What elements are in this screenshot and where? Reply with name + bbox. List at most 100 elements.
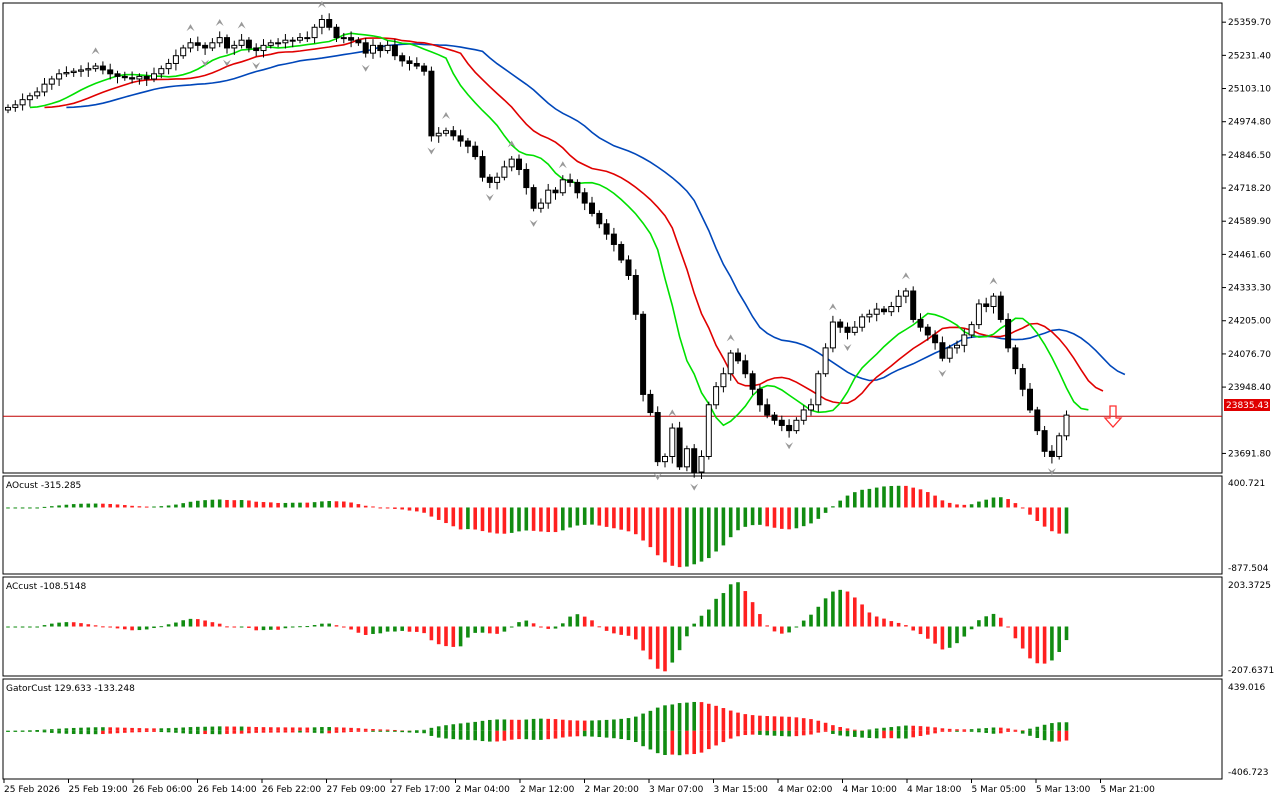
gator-histogram-pane[interactable] [6,701,1069,756]
ac-bar [86,624,91,627]
gator-lower-bar [1057,730,1061,742]
ao-bar [86,503,91,508]
ao-bar [582,507,587,525]
gator-lower-bar [342,730,346,733]
ac-bar [582,616,587,627]
ac-bar [568,616,572,627]
candle-body [172,55,179,64]
gator-upper-bar [750,715,755,731]
ao-bar [845,495,850,508]
ac-bar [196,619,200,627]
ac-bar [13,626,18,628]
gator-lower-bar [115,730,120,734]
ao-bar [977,501,981,508]
ac-bar [28,626,32,628]
candle-body [720,373,727,388]
price-tick-label: 24333.30 [1228,284,1271,294]
gator-upper-bar [663,705,667,731]
ao-bar [166,505,171,508]
ao-bar [269,502,273,508]
candle-body [136,75,143,80]
gator-lower-bar [239,730,244,734]
ao-bar [590,507,594,525]
candle-body [1041,430,1048,452]
candle-body [815,373,822,406]
gator-lower-bar [407,730,412,733]
candle-body [99,65,106,71]
gator-lower-bar [86,730,91,735]
gator-upper-bar [772,716,777,731]
fractal-up-mark [215,18,224,26]
ao-bar [933,495,937,508]
main-price-pane[interactable] [3,0,1222,491]
ac-bar [1006,626,1010,628]
ao-bar [904,485,908,508]
time-tick-label: 27 Feb 17:00 [391,785,450,795]
gator-lower-bar [743,730,748,736]
gator-upper-bar [911,725,915,731]
gator-upper-bar [853,729,857,731]
ao-bar [356,504,361,508]
ac-bar [816,606,821,627]
ao-bar [743,507,748,527]
candle-body [421,65,428,72]
gator-lower-bar [159,730,164,733]
gator-upper-bar [1006,728,1010,731]
ao-bar [35,507,39,509]
ao-bar [64,504,69,508]
gator-lower-bar [962,730,967,732]
price-tick-label: 24718.20 [1228,184,1271,194]
ao-bar [210,499,215,508]
ao-bar [254,501,258,508]
candle-body [975,303,982,326]
ac-bar [422,626,426,634]
gator-lower-bar [188,730,193,734]
ac-bar [290,626,295,628]
gator-lower-bar [692,730,696,755]
gator-lower-bar [977,730,981,733]
ac-bar [502,626,507,632]
ac-bar [758,614,762,627]
fractal-down-mark [485,194,494,202]
gator-upper-bar [977,728,981,731]
ac-bar [488,626,492,634]
gator-upper-bar [64,728,69,731]
ac-bar [546,626,550,629]
candle-body [800,409,807,421]
ao-histogram-pane[interactable] [6,485,1069,568]
ac-bar [1050,626,1054,661]
candle-body [508,158,515,168]
gator-upper-bar [144,728,149,731]
gator-lower-bar [940,730,945,732]
ao-bar [896,485,901,508]
gator-lower-bar [334,730,339,733]
ac-bar [940,626,945,650]
ao-bar [955,504,959,508]
gator-upper-bar [42,729,47,731]
gator-lower-bar [247,730,251,734]
ac-bar [845,591,850,627]
ao-bar [400,507,404,510]
gator-lower-bar [772,730,777,736]
gator-lower-bar [327,730,331,734]
gator-upper-bar [312,727,317,731]
gator-upper-bar [71,727,76,731]
time-tick-label: 4 Mar 02:00 [778,785,833,795]
ac-title: ACcust -108.5148 [6,582,86,592]
ao-bar [1064,507,1069,534]
gator-lower-bar [604,730,609,738]
gator-upper-bar [904,725,908,731]
gator-upper-bar [181,727,185,731]
gator-lower-bar [283,730,288,733]
gator-upper-bar [838,727,842,731]
current-price-label: 23835.43 [1226,401,1269,411]
ao-bar [378,507,383,509]
time-tick-label: 3 Mar 07:00 [649,785,704,795]
candle-body [1034,409,1041,432]
candle-body [194,42,201,46]
candle-body [640,313,647,395]
candle-body [304,37,311,40]
ac-histogram-pane[interactable] [6,582,1069,672]
gator-lower-bar [634,730,638,743]
